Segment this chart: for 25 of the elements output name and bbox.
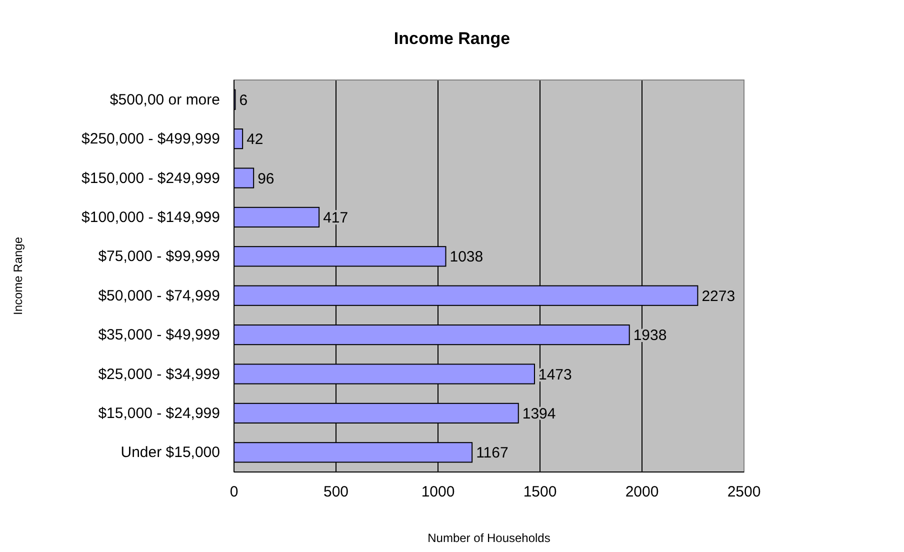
y-tick-label: $150,000 - $249,999 bbox=[82, 170, 220, 187]
data-label: 42 bbox=[246, 131, 264, 148]
y-axis-title: Income Range bbox=[11, 236, 25, 316]
x-tick-label: 1000 bbox=[421, 484, 455, 501]
data-label: 6 bbox=[239, 92, 248, 109]
data-label: 2273 bbox=[702, 288, 736, 305]
y-tick-label: Under $15,000 bbox=[120, 444, 220, 462]
data-label: 96 bbox=[258, 170, 274, 188]
x-tick-label: 500 bbox=[323, 484, 349, 501]
y-tick-label: $50,000 - $74,999 bbox=[98, 287, 220, 304]
y-tick-label: $35,000 - $49,999 bbox=[98, 326, 220, 344]
x-tick-label: 0 bbox=[230, 484, 238, 501]
y-tick-label: $100,000 - $149,999 bbox=[82, 209, 220, 226]
y-tick-label: $15,000 - $24,999 bbox=[98, 405, 220, 422]
data-label: 1038 bbox=[450, 248, 484, 266]
x-tick-label: 2500 bbox=[727, 484, 761, 501]
y-tick-label: $250,000 - $499,999 bbox=[82, 130, 220, 148]
data-label: 1167 bbox=[476, 444, 508, 462]
x-tick-label: 2000 bbox=[625, 484, 659, 501]
x-tick-label: 1500 bbox=[523, 484, 557, 501]
chart-title: Income Range bbox=[394, 29, 510, 48]
y-tick-label: $500,00 or more bbox=[110, 91, 220, 108]
x-axis-title: Number of Households bbox=[428, 531, 550, 545]
y-tick-label: $25,000 - $34,999 bbox=[98, 366, 220, 383]
y-tick-label: $75,000 - $99,999 bbox=[98, 248, 220, 266]
